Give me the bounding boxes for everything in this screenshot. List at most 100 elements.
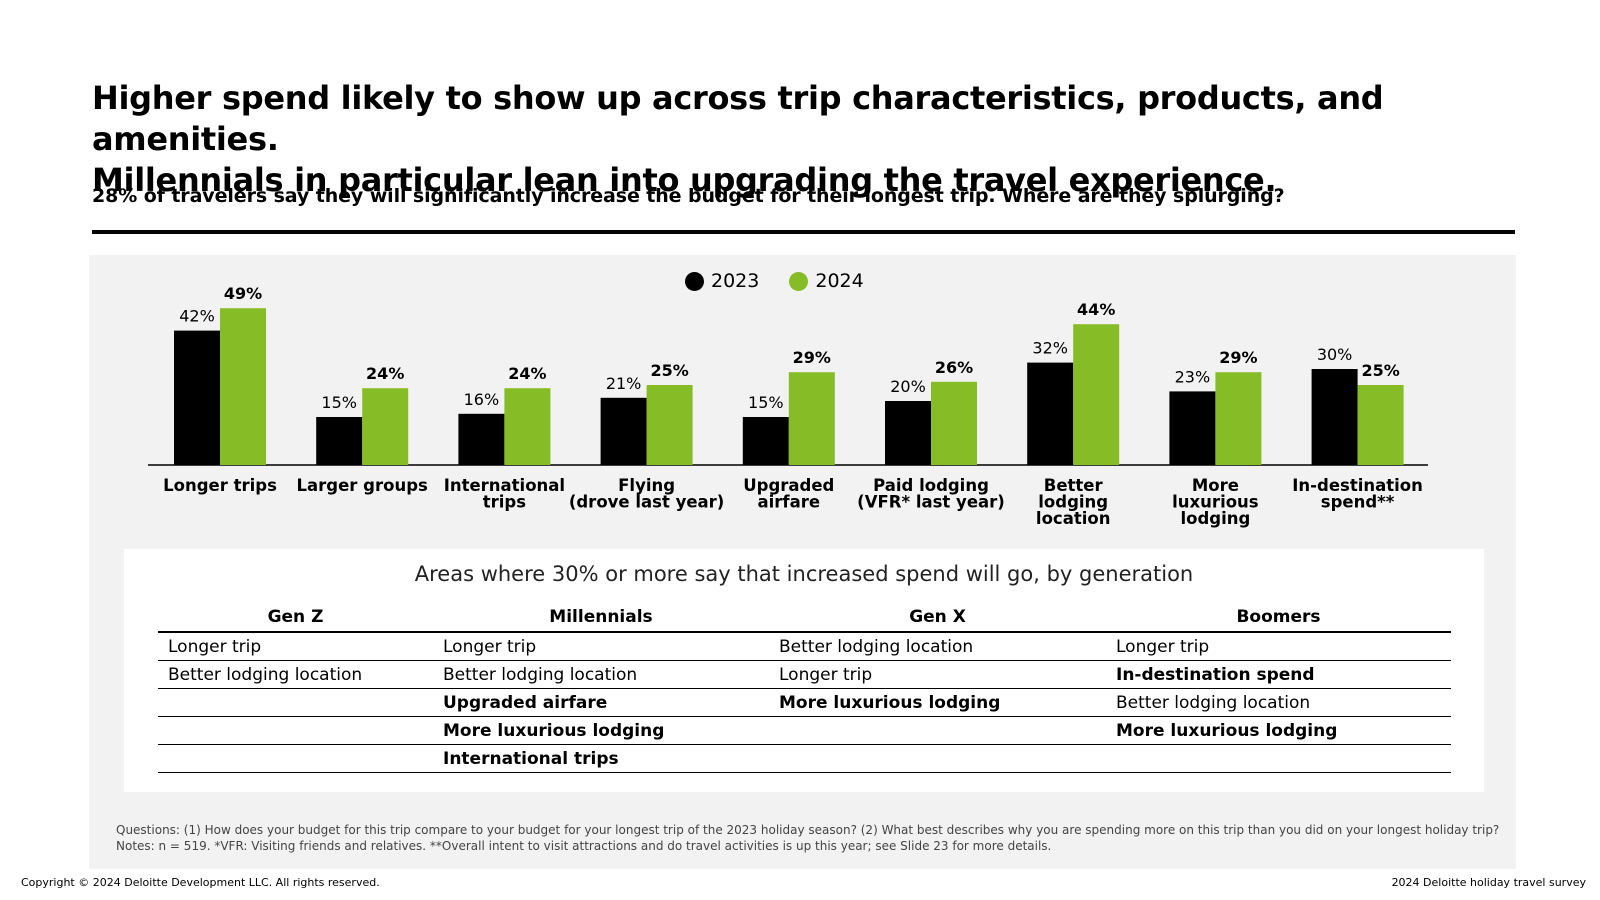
table-cell xyxy=(158,744,433,773)
category-label-2: International xyxy=(444,476,565,495)
table-cell: More luxurious lodging xyxy=(433,716,769,745)
table-cell: Longer trip xyxy=(1106,632,1451,661)
category-label-5: Paid lodging xyxy=(873,476,989,495)
table-row: Better lodging location Better lodging lo… xyxy=(158,660,1451,689)
bar-2023-5 xyxy=(885,401,931,465)
divider-rule xyxy=(92,230,1515,234)
source-label: 2024 Deloitte holiday travel survey xyxy=(1391,876,1586,889)
header-boomers: Boomers xyxy=(1106,603,1451,633)
category-label-7: lodging xyxy=(1180,509,1250,528)
data-label-2023-5: 20% xyxy=(890,377,926,396)
legend-item-2023: 2023 xyxy=(685,270,759,292)
bar-2024-4 xyxy=(788,372,835,465)
headline: Higher spend likely to show up across tr… xyxy=(92,78,1572,201)
bar-2023-0 xyxy=(174,330,220,465)
footnote-questions: Questions: (1) How does your budget for … xyxy=(116,823,1500,837)
table-row: Upgraded airfare More luxurious lodging Be… xyxy=(158,688,1451,717)
bar-2023-7 xyxy=(1169,391,1216,465)
table-cell: Longer trip xyxy=(769,660,1106,689)
legend-label-2024: 2024 xyxy=(815,270,864,292)
bar-2023-2 xyxy=(458,413,505,465)
category-label-8: spend** xyxy=(1321,493,1395,512)
headline-line-1: Higher spend likely to show up across tr… xyxy=(92,79,1384,158)
data-label-2023-1: 15% xyxy=(321,393,357,412)
chart-legend: 2023 2024 xyxy=(685,270,864,292)
table-row: Longer trip Longer trip Better lodging loc… xyxy=(158,632,1451,661)
data-label-2023-0: 42% xyxy=(179,307,215,326)
table-cell: International trips xyxy=(433,744,769,773)
data-label-2024-7: 29% xyxy=(1219,348,1257,367)
table-cell: More luxurious lodging xyxy=(1106,716,1451,745)
category-label-6: lodging xyxy=(1038,493,1108,512)
bar-2023-8 xyxy=(1311,369,1358,465)
header-millennials: Millennials xyxy=(433,603,769,633)
table-cell: Longer trip xyxy=(433,632,769,661)
header-gen-x: Gen X xyxy=(769,603,1106,633)
category-label-5: (VFR* last year) xyxy=(857,493,1005,512)
bar-2024-5 xyxy=(931,381,977,465)
category-label-6: location xyxy=(1036,509,1111,528)
table-cell xyxy=(1106,744,1451,773)
legend-label-2023: 2023 xyxy=(711,270,760,292)
bar-2024-2 xyxy=(504,388,551,465)
data-label-2024-6: 44% xyxy=(1077,300,1115,319)
category-label-8: In-destination xyxy=(1292,476,1423,495)
table-cell xyxy=(769,744,1106,773)
bar-2024-8 xyxy=(1357,385,1404,465)
data-label-2024-2: 24% xyxy=(508,364,546,383)
footnote-notes: Notes: n = 519. *VFR: Visiting friends a… xyxy=(116,839,1052,853)
table-cell: Longer trip xyxy=(158,632,433,661)
data-label-2024-8: 25% xyxy=(1361,361,1399,380)
table-cell: In-destination spend xyxy=(1106,660,1451,689)
table-cell: Better lodging location xyxy=(1106,688,1451,717)
data-label-2024-4: 29% xyxy=(793,348,831,367)
category-label-7: luxurious xyxy=(1172,493,1259,512)
category-label-1: Larger groups xyxy=(297,476,429,495)
data-label-2024-0: 49% xyxy=(224,284,262,303)
bar-2024-1 xyxy=(362,388,409,465)
header-gen-z: Gen Z xyxy=(158,603,433,633)
bar-2023-6 xyxy=(1027,362,1074,465)
generation-table: Gen Z Millennials Gen X Boomers Longer t… xyxy=(158,603,1451,773)
bar-2024-6 xyxy=(1073,324,1120,465)
data-label-2024-1: 24% xyxy=(366,364,404,383)
table-cell xyxy=(158,688,433,717)
table-header-row: Gen Z Millennials Gen X Boomers xyxy=(158,603,1451,633)
data-label-2023-2: 16% xyxy=(464,390,500,409)
bar-2023-1 xyxy=(316,417,363,465)
category-label-2: trips xyxy=(483,493,526,512)
legend-swatch-2024 xyxy=(789,271,809,291)
category-label-3: Flying xyxy=(618,476,675,495)
bar-2024-3 xyxy=(646,385,693,465)
table-row: More luxurious lodging More luxurious lod… xyxy=(158,716,1451,745)
data-label-2023-3: 21% xyxy=(606,374,642,393)
table-cell: More luxurious lodging xyxy=(769,688,1106,717)
category-label-4: airfare xyxy=(758,493,821,512)
footnotes: Questions: (1) How does your budget for … xyxy=(116,822,1536,854)
category-label-0: Longer trips xyxy=(163,476,277,495)
legend-swatch-2023 xyxy=(685,271,704,291)
subtitle: 28% of travelers say they will significa… xyxy=(92,185,1285,207)
table-title: Areas where 30% or more say that increas… xyxy=(414,562,1194,586)
bar-2024-0 xyxy=(220,308,266,465)
bar-2023-3 xyxy=(600,397,647,465)
bar-2024-7 xyxy=(1215,372,1262,465)
legend-item-2024: 2024 xyxy=(789,270,864,292)
category-label-4: Upgraded xyxy=(743,476,834,495)
table-cell: Better lodging location xyxy=(769,632,1106,661)
table-cell xyxy=(769,716,1106,745)
table-cell: Upgraded airfare xyxy=(433,688,769,717)
table-cell: Better lodging location xyxy=(158,660,433,689)
copyright: Copyright © 2024 Deloitte Development LL… xyxy=(21,876,380,889)
table-cell: Better lodging location xyxy=(433,660,769,689)
table-row: International trips xyxy=(158,744,1451,773)
data-label-2024-3: 25% xyxy=(650,361,688,380)
data-label-2024-5: 26% xyxy=(935,358,973,377)
category-label-6: Better xyxy=(1044,476,1104,495)
headline-line-2: Millennials in particular lean into upgr… xyxy=(92,161,1277,199)
bar-2023-4 xyxy=(742,417,789,465)
table-cell xyxy=(158,716,433,745)
data-label-2023-4: 15% xyxy=(748,393,784,412)
data-label-2023-6: 32% xyxy=(1032,339,1068,358)
